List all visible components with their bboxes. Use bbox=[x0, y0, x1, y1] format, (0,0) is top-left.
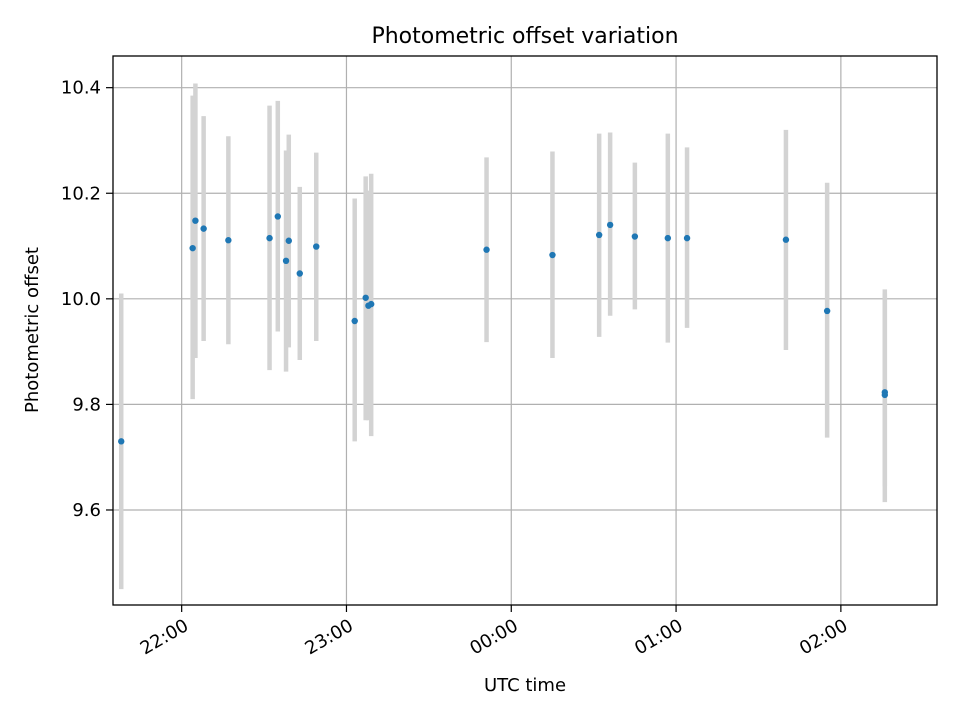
data-point bbox=[606, 221, 614, 229]
x-axis-ticks: 22:00 23:00 00:00 01:00 02:00 bbox=[137, 605, 851, 659]
data-point bbox=[881, 391, 889, 399]
x-axis-label: UTC time bbox=[484, 675, 566, 696]
chart-title: Photometric offset variation bbox=[371, 24, 678, 49]
plot-frame bbox=[112, 55, 938, 606]
data-point bbox=[189, 244, 196, 252]
data-point bbox=[118, 438, 125, 445]
error-bars bbox=[118, 83, 888, 590]
data-point bbox=[274, 213, 281, 220]
data-point bbox=[631, 233, 639, 240]
x-tick-label: 23:00 bbox=[302, 615, 357, 659]
data-point bbox=[823, 307, 831, 315]
data-point bbox=[664, 234, 672, 242]
data-point bbox=[362, 294, 369, 301]
x-tick-label: 00:00 bbox=[466, 615, 521, 659]
data-point bbox=[313, 243, 320, 250]
x-tick-label: 01:00 bbox=[631, 615, 686, 659]
data-point bbox=[282, 257, 290, 265]
y-axis-ticks: 9.6 9.8 10.0 10.2 10.4 bbox=[61, 78, 113, 521]
y-tick-label: 10.4 bbox=[61, 78, 101, 99]
data-point bbox=[225, 237, 232, 244]
data-point bbox=[285, 237, 292, 244]
data-point bbox=[782, 236, 790, 243]
data-point bbox=[200, 225, 207, 232]
data-point bbox=[683, 234, 691, 242]
data-point bbox=[192, 217, 199, 224]
x-tick-label: 02:00 bbox=[796, 615, 851, 659]
y-tick-label: 10.2 bbox=[61, 183, 101, 204]
y-axis-label: Photometric offset bbox=[22, 247, 43, 413]
y-tick-label: 9.8 bbox=[72, 394, 101, 415]
data-point bbox=[595, 231, 603, 239]
data-point bbox=[266, 234, 273, 242]
y-tick-label: 10.0 bbox=[61, 289, 101, 310]
data-point bbox=[367, 300, 375, 308]
data-point bbox=[351, 317, 358, 325]
x-tick-label: 22:00 bbox=[137, 615, 192, 659]
grid-lines bbox=[113, 56, 937, 605]
y-tick-label: 9.6 bbox=[72, 500, 101, 521]
data-point bbox=[549, 251, 556, 259]
data-point bbox=[483, 246, 490, 253]
data-point bbox=[296, 270, 303, 277]
data-points bbox=[118, 213, 889, 445]
